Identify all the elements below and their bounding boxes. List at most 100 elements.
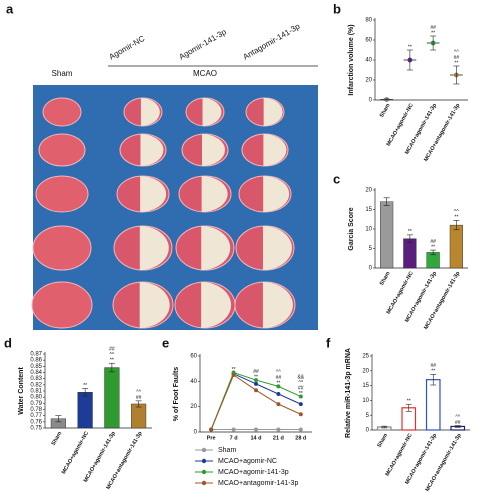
- point: [276, 402, 281, 407]
- significance-mark: **: [408, 44, 412, 50]
- significance-mark: **: [454, 60, 458, 66]
- y-tick-label: 25: [362, 354, 369, 360]
- brain-slice: [32, 225, 92, 271]
- significance-mark: ##: [276, 375, 282, 381]
- y-tick-label: 0.85: [30, 364, 42, 370]
- significance-mark: ##: [455, 420, 461, 426]
- significance-mark: **: [232, 367, 236, 373]
- infarct-area: [262, 226, 292, 270]
- y-axis-label: % of Foot Faults: [173, 367, 180, 422]
- panel-label: f: [326, 335, 331, 350]
- point: [254, 388, 258, 393]
- infarct-area: [201, 226, 231, 270]
- x-tick-label: Pre: [207, 435, 216, 441]
- y-tick-label: 20: [190, 404, 197, 410]
- panel-label: a: [6, 1, 14, 16]
- significance-mark: **: [83, 383, 87, 389]
- legend-marker: [201, 469, 207, 475]
- significance-mark: **: [431, 30, 435, 36]
- significance-mark: **: [110, 358, 114, 364]
- legend-label: Sham: [218, 447, 236, 454]
- y-tick-label: 60: [190, 354, 197, 360]
- infarct-area: [202, 98, 222, 126]
- x-tick-label: Sham: [377, 433, 390, 449]
- y-tick-label: 0: [369, 98, 373, 104]
- bar: [77, 392, 93, 429]
- y-tick-label: 0.84: [30, 370, 42, 376]
- significance-mark: **: [408, 229, 412, 235]
- y-axis-label: Infarction volume (%): [348, 24, 355, 95]
- point: [231, 427, 236, 432]
- point: [254, 381, 258, 386]
- legend-marker: [201, 447, 207, 453]
- panel-label: d: [4, 335, 12, 350]
- brain-slice: [38, 133, 86, 167]
- significance-mark: **: [431, 369, 435, 375]
- y-tick-label: 0.79: [30, 401, 42, 407]
- significance-mark: ##: [136, 395, 142, 401]
- significance-mark: ^^: [298, 380, 303, 386]
- y-tick-label: 40: [190, 379, 197, 385]
- infarct-area: [263, 98, 283, 126]
- y-tick-label: 0: [369, 266, 373, 272]
- bar: [403, 238, 417, 269]
- x-tick-label: 21 d: [273, 435, 284, 441]
- point: [209, 427, 214, 432]
- significance-mark: ^^: [455, 414, 460, 420]
- infarct-area: [140, 176, 167, 212]
- infarct-area: [139, 282, 170, 328]
- y-tick-label: 20: [365, 78, 372, 84]
- legend-label: MCAO+antagomir-141-3p: [218, 480, 298, 487]
- x-tick-label: Sham: [51, 431, 64, 447]
- x-tick-label: 14 d: [250, 435, 261, 441]
- y-tick-label: 0.86: [30, 358, 42, 364]
- bar: [425, 379, 441, 431]
- y-tick-label: 0.82: [30, 382, 42, 388]
- infarct-area: [139, 226, 169, 270]
- point: [276, 384, 281, 389]
- bar: [131, 403, 147, 429]
- point: [231, 373, 236, 377]
- point: [298, 394, 303, 399]
- x-tick-label: 28 d: [295, 435, 306, 441]
- column-label: Antagomir-141-3p: [242, 21, 302, 61]
- significance-mark: **: [276, 381, 280, 387]
- significance-mark: ##: [430, 363, 436, 369]
- y-tick-label: 0.81: [30, 389, 42, 395]
- infarct-area: [263, 176, 290, 212]
- y-tick-label: 0.75: [30, 426, 42, 432]
- y-axis-label: Water Content: [18, 367, 25, 415]
- infarct-area: [263, 134, 287, 166]
- significance-mark: ##: [430, 239, 436, 245]
- significance-mark: ^^: [454, 49, 459, 55]
- bar: [449, 224, 463, 269]
- y-tick-label: 0: [366, 428, 370, 434]
- y-tick-label: 20: [365, 188, 372, 194]
- infarct-area: [202, 134, 226, 166]
- significance-mark: ##: [430, 25, 436, 31]
- significance-mark: **: [254, 374, 258, 380]
- point: [298, 412, 303, 417]
- y-tick-label: 80: [365, 18, 372, 24]
- point: [254, 378, 258, 383]
- significance-mark: ##: [454, 55, 460, 61]
- y-axis-label: Garcia Score: [348, 207, 355, 250]
- legend-marker: [201, 480, 207, 486]
- legend-label: MCAO+agomir-NC: [218, 458, 277, 465]
- significance-mark: ^^: [454, 209, 459, 215]
- legend-marker: [201, 458, 207, 464]
- y-tick-label: 15: [365, 207, 372, 213]
- y-tick-label: 0.78: [30, 407, 42, 413]
- bar: [104, 367, 120, 429]
- x-tick-label: MCAO+agomir-NC: [384, 433, 413, 478]
- point: [276, 427, 281, 432]
- y-tick-label: 0.83: [30, 376, 42, 382]
- panel-label: b: [333, 1, 341, 16]
- significance-mark: ##: [109, 347, 115, 353]
- significance-mark: **: [407, 399, 411, 405]
- x-tick-label: Sham: [379, 271, 392, 287]
- panel-label: e: [162, 335, 169, 350]
- x-tick-label: MCAO+agomir-NC: [61, 431, 90, 476]
